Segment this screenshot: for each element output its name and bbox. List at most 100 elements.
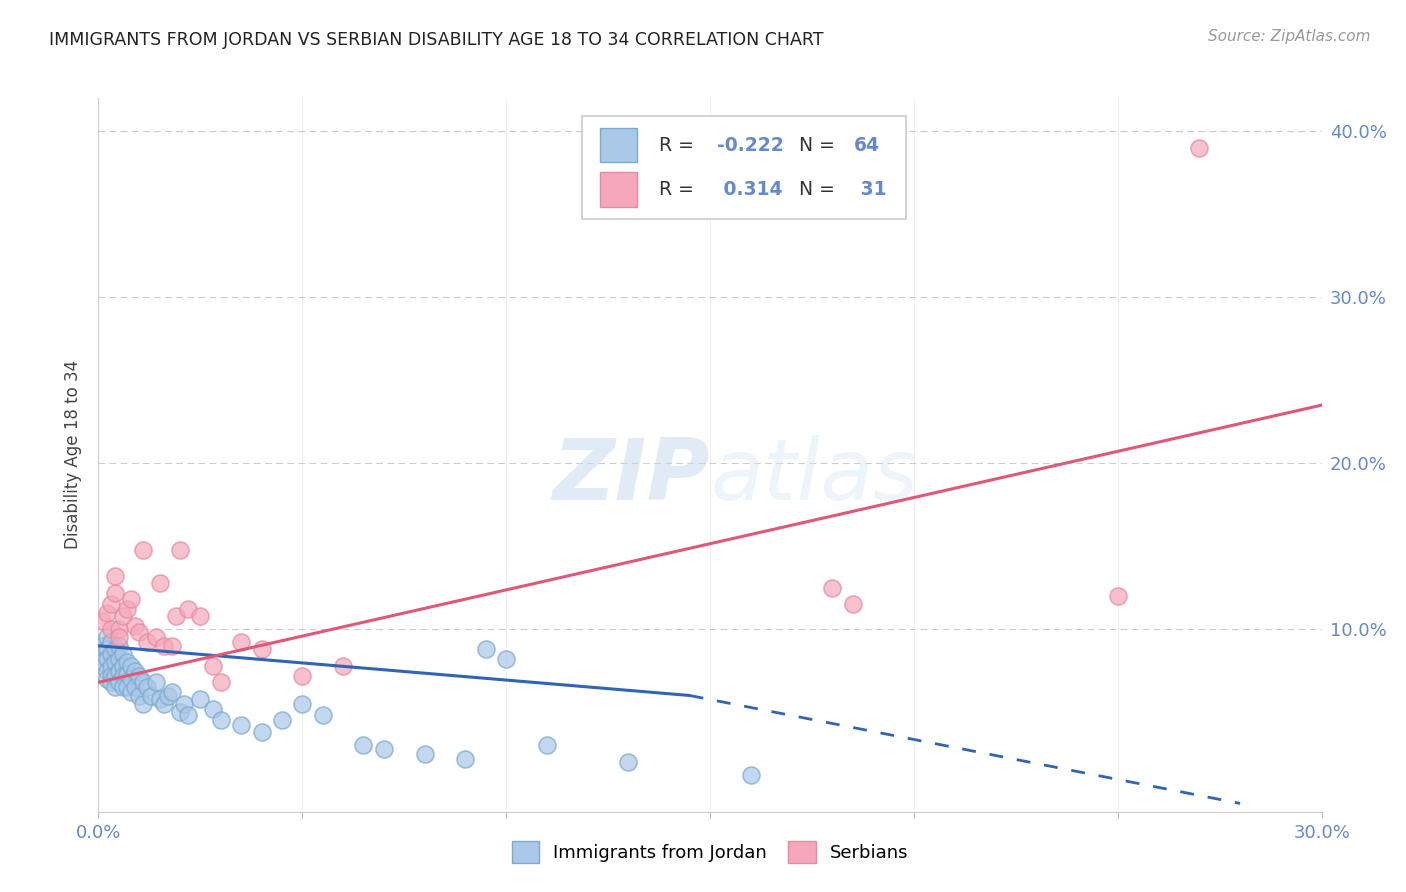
Text: Source: ZipAtlas.com: Source: ZipAtlas.com <box>1208 29 1371 44</box>
Point <box>165 608 187 623</box>
Point <box>104 668 127 682</box>
Point <box>332 658 354 673</box>
Point <box>231 718 253 732</box>
Point <box>474 642 498 657</box>
Point <box>201 658 224 673</box>
Point <box>111 680 134 694</box>
Point <box>115 602 138 616</box>
Point <box>108 675 131 690</box>
Point <box>145 675 167 690</box>
Point <box>111 647 134 661</box>
Point <box>169 705 191 719</box>
Point <box>373 741 395 756</box>
FancyBboxPatch shape <box>582 116 905 219</box>
Point <box>124 619 146 633</box>
Point <box>108 652 131 666</box>
Point <box>91 614 114 628</box>
Point <box>104 642 127 657</box>
Point <box>149 691 172 706</box>
Text: IMMIGRANTS FROM JORDAN VS SERBIAN DISABILITY AGE 18 TO 34 CORRELATION CHART: IMMIGRANTS FROM JORDAN VS SERBIAN DISABI… <box>49 31 824 49</box>
Point <box>141 689 163 703</box>
Point <box>96 642 118 657</box>
Text: N =: N = <box>800 136 841 154</box>
Point <box>100 658 122 673</box>
Point <box>100 622 122 636</box>
Point <box>132 542 155 557</box>
Point <box>188 691 212 706</box>
Point <box>96 652 118 666</box>
Point <box>108 664 131 678</box>
Point <box>120 685 142 699</box>
Point <box>209 675 232 690</box>
Point <box>124 664 146 678</box>
Point <box>104 585 127 599</box>
Point <box>120 658 142 673</box>
Point <box>152 639 174 653</box>
Point <box>291 668 314 682</box>
Point <box>250 642 273 657</box>
Text: 31: 31 <box>855 180 887 199</box>
Point <box>177 708 200 723</box>
Text: -0.222: -0.222 <box>717 136 785 154</box>
Point <box>156 689 179 703</box>
Point <box>128 625 150 640</box>
Point <box>100 635 122 649</box>
Point <box>100 597 122 611</box>
Point <box>1107 589 1129 603</box>
Point <box>100 647 122 661</box>
Point <box>111 608 134 623</box>
Point <box>145 631 167 645</box>
Point <box>536 739 558 753</box>
Point <box>173 697 195 711</box>
Point <box>96 664 118 678</box>
Text: R =: R = <box>658 136 700 154</box>
Point <box>413 747 436 761</box>
Point <box>104 680 127 694</box>
Point <box>177 602 200 616</box>
Point <box>152 697 174 711</box>
Point <box>100 668 122 682</box>
Point <box>188 608 212 623</box>
Point <box>115 680 138 694</box>
Text: 64: 64 <box>855 136 880 154</box>
Point <box>841 597 863 611</box>
Point <box>128 689 150 703</box>
Point <box>111 658 134 673</box>
Point <box>231 635 253 649</box>
Point <box>270 714 294 728</box>
Point <box>291 697 314 711</box>
Point <box>91 647 114 661</box>
Point <box>128 668 150 682</box>
Text: R =: R = <box>658 180 700 199</box>
Y-axis label: Disability Age 18 to 34: Disability Age 18 to 34 <box>65 360 83 549</box>
Point <box>495 652 517 666</box>
Point <box>169 542 191 557</box>
Point <box>124 680 146 694</box>
Text: N =: N = <box>800 180 841 199</box>
Point <box>96 631 118 645</box>
Point <box>96 672 118 686</box>
Legend: Immigrants from Jordan, Serbians: Immigrants from Jordan, Serbians <box>505 834 915 871</box>
Point <box>104 569 127 583</box>
Text: ZIP: ZIP <box>553 434 710 518</box>
Point <box>136 680 159 694</box>
Point <box>617 755 640 769</box>
Point <box>132 697 155 711</box>
Point <box>108 631 131 645</box>
Point <box>740 768 762 782</box>
Point <box>312 708 335 723</box>
Point <box>91 656 114 670</box>
Point <box>115 667 138 681</box>
Point <box>160 639 183 653</box>
Point <box>111 668 134 682</box>
Point <box>91 639 114 653</box>
Text: 0.314: 0.314 <box>717 180 783 199</box>
Point <box>149 575 172 590</box>
Point <box>120 672 142 686</box>
Point <box>136 635 159 649</box>
Point <box>1188 141 1211 155</box>
Point <box>115 656 138 670</box>
Point <box>454 751 477 765</box>
Point <box>201 702 224 716</box>
Point <box>108 622 131 636</box>
